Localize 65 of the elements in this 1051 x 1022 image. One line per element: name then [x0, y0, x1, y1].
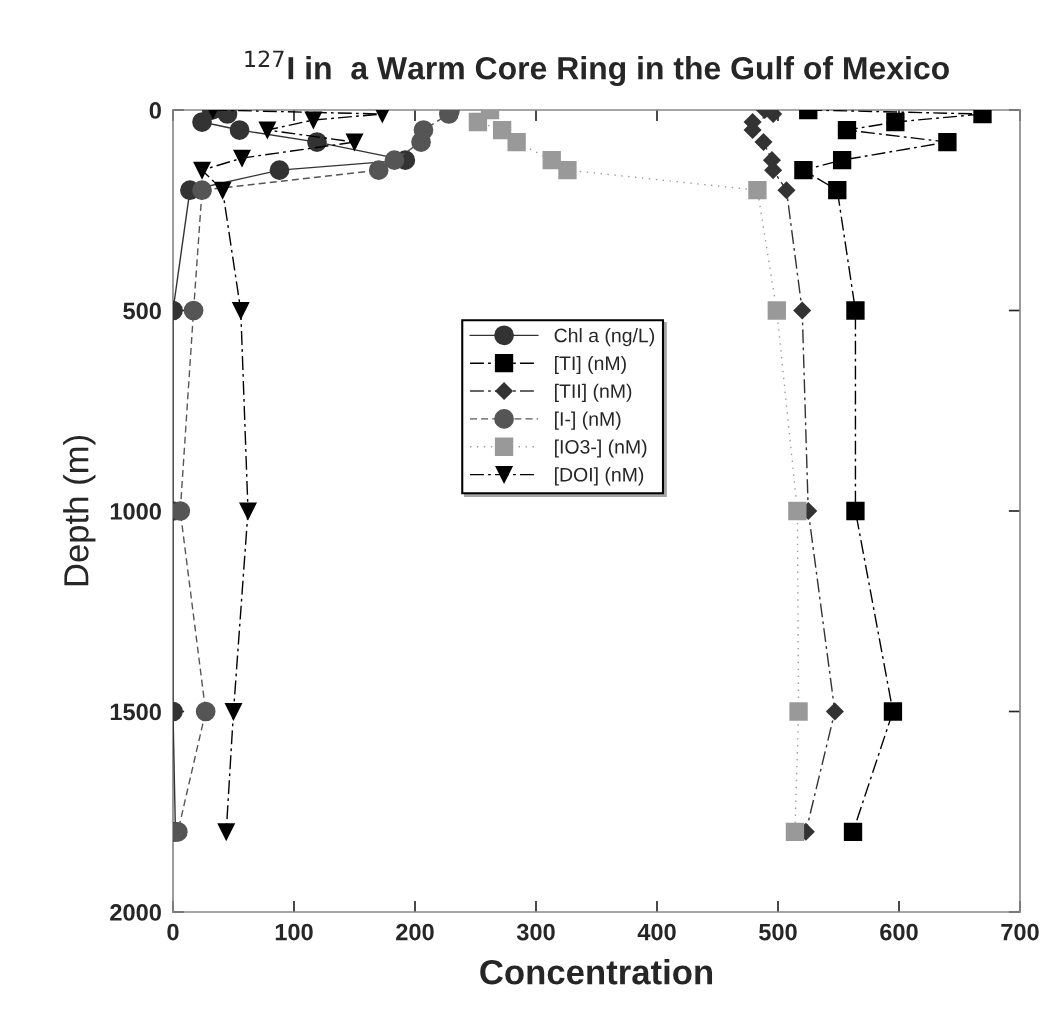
x-tick-label: 400 — [637, 923, 676, 941]
point — [384, 150, 405, 170]
x-tick-label: 300 — [516, 923, 555, 941]
point — [788, 501, 807, 521]
point — [192, 112, 212, 132]
x-tick-label: 200 — [396, 923, 434, 941]
x-tick-label: 100 — [275, 923, 313, 941]
point — [748, 181, 767, 200]
x-tick-label: 500 — [759, 923, 797, 941]
point — [304, 111, 322, 129]
y-tick-label: 500 — [123, 302, 161, 320]
point — [826, 702, 844, 721]
point — [225, 703, 242, 720]
point — [232, 302, 250, 319]
legend-label: Chl a (ng/L) — [554, 328, 655, 347]
point — [883, 702, 903, 721]
x-axis-title: Concentration — [480, 959, 713, 985]
point — [239, 502, 257, 520]
x-tick-label: 600 — [880, 923, 918, 941]
point — [269, 160, 290, 181]
point — [846, 501, 865, 521]
point — [368, 160, 389, 181]
legend-label: [TII] (nM) — [555, 383, 632, 402]
point — [214, 181, 232, 199]
legend-label: [TI] (nM) — [555, 355, 626, 375]
point — [193, 161, 211, 179]
legend-label: [DOI] (nM) — [555, 467, 644, 486]
legend-label: [I-] (nM) — [555, 411, 621, 430]
point — [558, 160, 577, 180]
point — [777, 181, 796, 199]
point — [542, 150, 561, 170]
point — [507, 132, 526, 152]
point — [183, 300, 204, 321]
point — [492, 120, 512, 140]
y-tick-label: 2000 — [110, 904, 161, 921]
point — [346, 133, 363, 151]
point — [468, 112, 488, 132]
point — [233, 149, 251, 167]
y-tick-label: 1000 — [110, 503, 161, 520]
point — [229, 120, 250, 140]
point — [938, 132, 957, 152]
y-tick-label: 1500 — [110, 703, 161, 721]
point — [846, 301, 865, 320]
x-tick-label: 700 — [1001, 923, 1039, 941]
point — [217, 823, 235, 841]
point — [785, 822, 805, 841]
chart-title: $^{127}$I in a Warm Core Ring in the Gulf of Mexico — [245, 50, 949, 86]
point — [832, 150, 852, 170]
point — [793, 301, 811, 320]
point — [192, 180, 212, 201]
y-axis-title: Depth (m) — [63, 435, 96, 586]
legend-label: [IO3-] (nM) — [555, 439, 647, 458]
point — [794, 160, 813, 180]
y-tick-label: 0 — [149, 102, 161, 119]
point — [258, 121, 276, 139]
point — [789, 702, 808, 721]
point — [837, 120, 857, 140]
point — [754, 133, 773, 151]
point — [411, 132, 431, 152]
point — [767, 301, 786, 320]
x-tick-label: 0 — [167, 923, 179, 941]
point — [195, 701, 216, 722]
point — [828, 181, 847, 200]
point — [843, 822, 863, 841]
point — [886, 112, 905, 132]
